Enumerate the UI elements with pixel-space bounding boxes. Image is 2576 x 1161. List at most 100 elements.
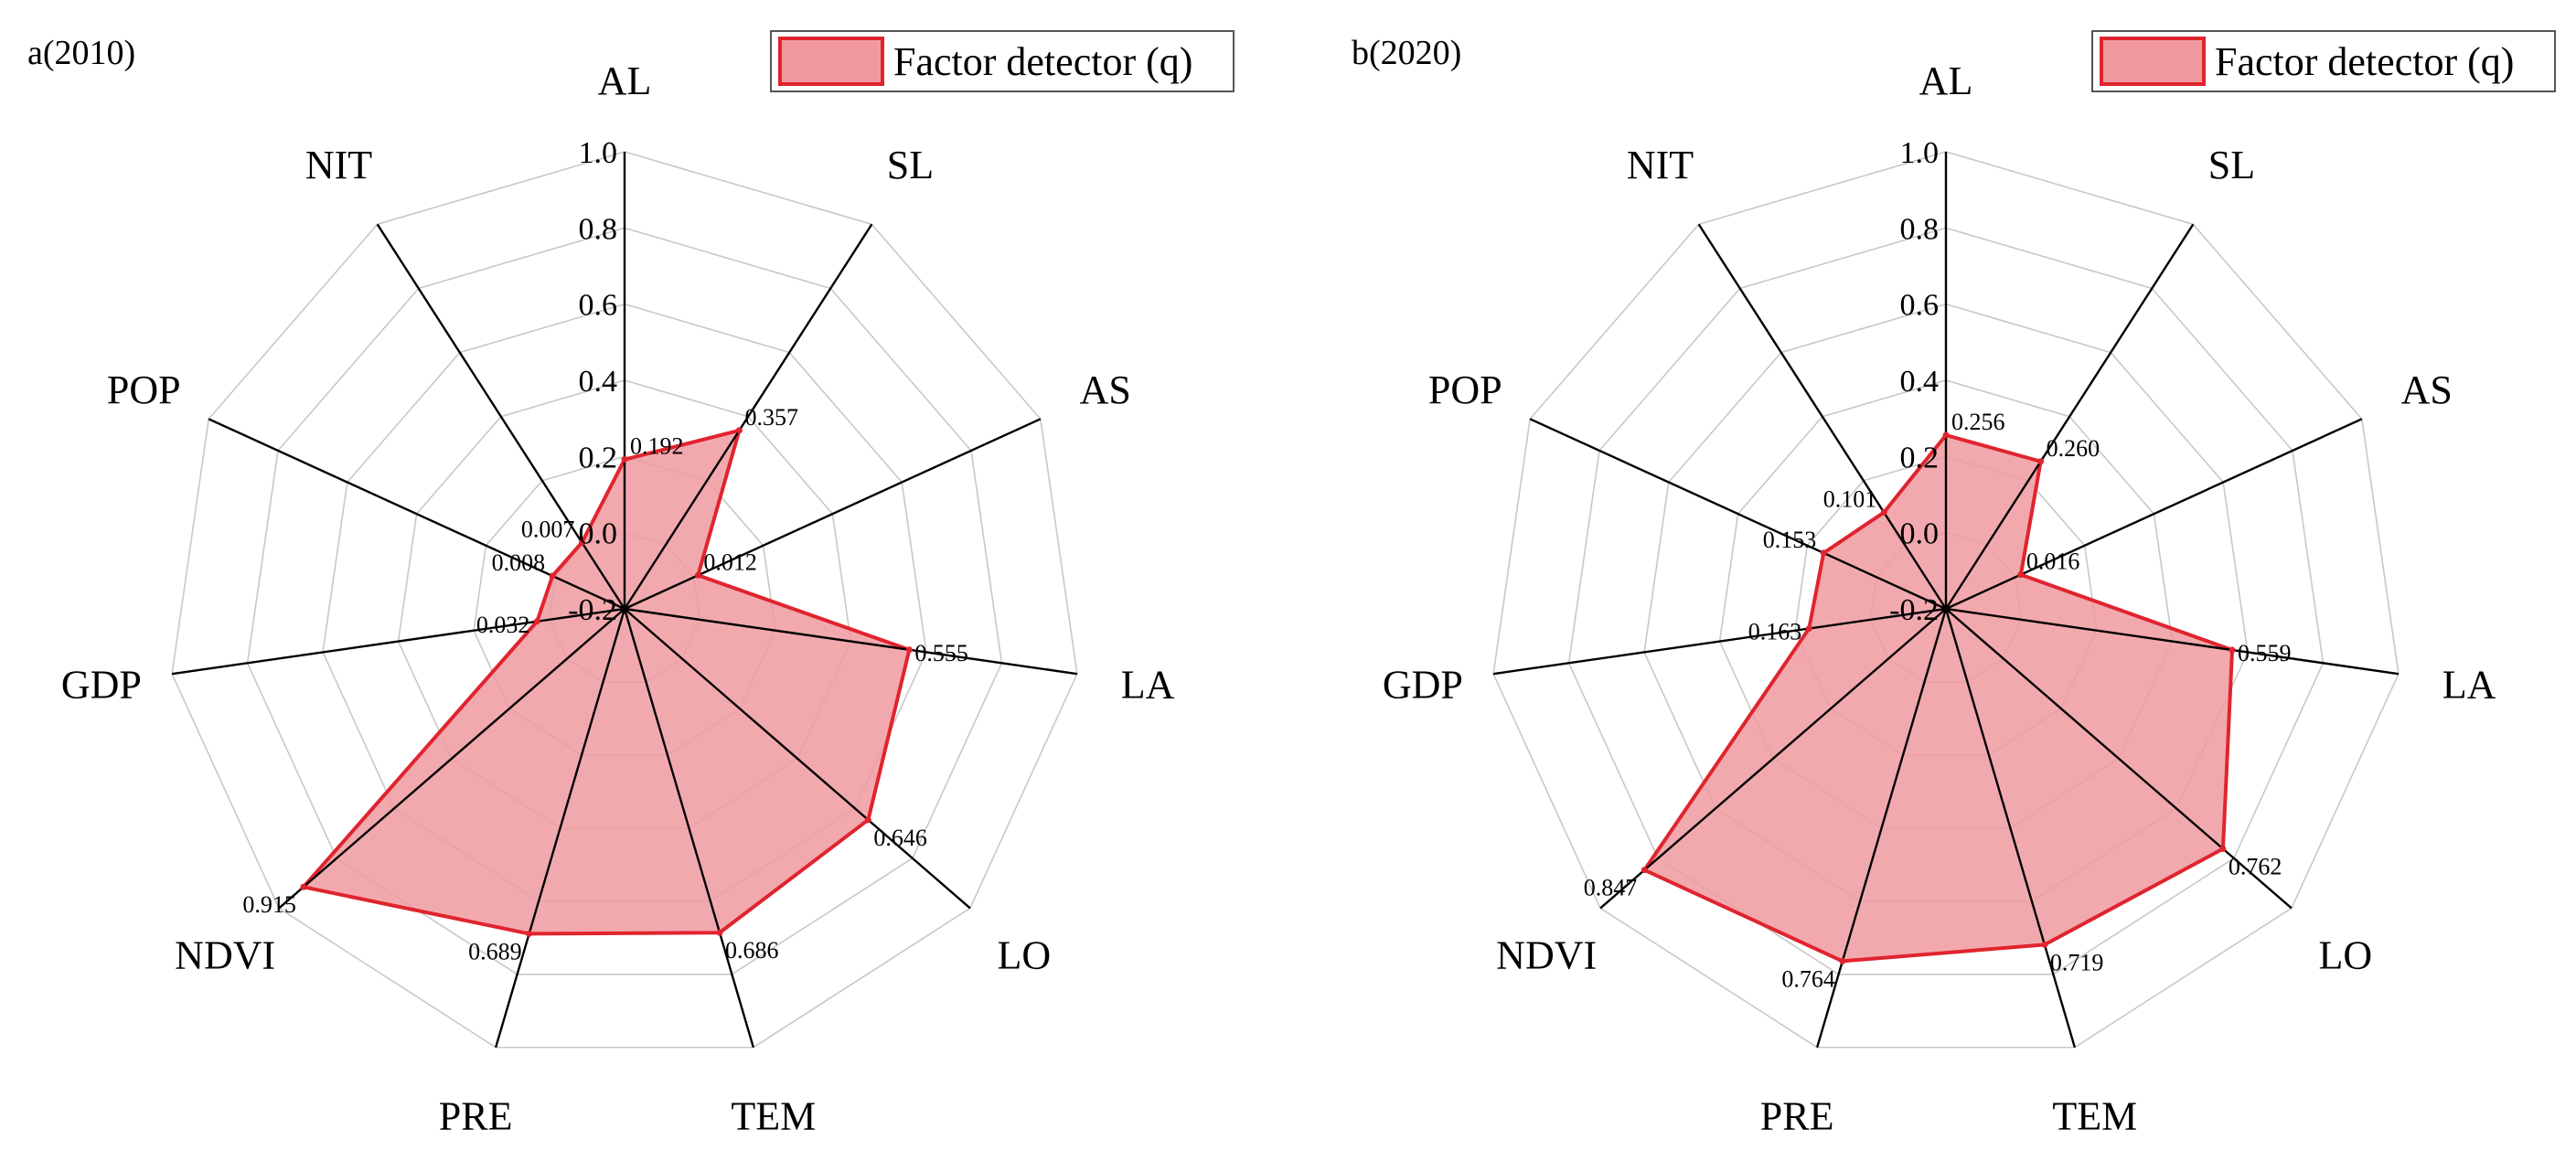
axis-spoke-as — [1945, 418, 2363, 611]
axis-spoke-la — [624, 607, 1078, 676]
axis-label-as: AS — [1080, 367, 1131, 412]
legend: Factor detector (q) — [770, 30, 1235, 92]
axis-spoke-la — [1945, 607, 2400, 676]
data-point-la — [905, 646, 913, 654]
axis-spokes — [1492, 152, 2400, 1049]
tick-label: 0.4 — [1900, 365, 1940, 399]
grid-ring — [1567, 227, 2325, 975]
axis-spoke-sl — [1944, 223, 2195, 610]
axis-spoke-pop — [1529, 418, 1947, 611]
data-point-pre — [1839, 957, 1846, 964]
series-area — [301, 428, 912, 936]
axis-spoke-pre — [494, 608, 626, 1049]
data-point-gdp — [533, 618, 540, 625]
axis-label-al: AL — [1919, 59, 1973, 103]
data-label-pop: 0.153 — [1763, 527, 1817, 553]
data-label-gdp: 0.032 — [476, 612, 530, 638]
data-label-pop: 0.008 — [492, 549, 546, 576]
axis-spoke-ndvi — [278, 608, 625, 910]
data-label-tem: 0.719 — [2050, 949, 2104, 975]
data-label-la: 0.555 — [914, 640, 968, 666]
axis-label-pre: PRE — [1760, 1094, 1834, 1139]
legend-label: Factor detector (q) — [893, 39, 1192, 84]
data-label-as: 0.016 — [2026, 549, 2080, 575]
tick-label: 1.0 — [579, 136, 618, 170]
tick-label: 0.4 — [579, 365, 618, 399]
axis-spoke-tem — [623, 608, 755, 1049]
axis-label-la: LA — [2442, 662, 2496, 707]
data-point-lo — [2219, 845, 2227, 852]
data-point-la — [2229, 646, 2236, 654]
series-area — [1642, 433, 2235, 964]
axis-label-pre: PRE — [439, 1094, 513, 1139]
data-label-gdp: 0.163 — [1748, 619, 1802, 645]
axis-spokes — [171, 152, 1078, 1049]
tick-label: 1.0 — [1900, 136, 1940, 170]
axis-spoke-lo — [1945, 608, 2293, 910]
axis-spoke-pre — [1815, 608, 1948, 1049]
axis-label-pop: POP — [1428, 367, 1502, 412]
data-label-sl: 0.357 — [744, 404, 798, 431]
panel-title: b(2020) — [1352, 34, 1461, 72]
data-point-nit — [578, 538, 585, 546]
data-point-lo — [864, 816, 871, 824]
data-label-as: 0.012 — [703, 549, 757, 575]
axis-label-lo: LO — [997, 933, 1051, 978]
legend: Factor detector (q) — [2091, 30, 2556, 92]
legend-label: Factor detector (q) — [2215, 39, 2514, 84]
axis-spoke-ndvi — [1599, 608, 1947, 910]
tick-label: 0.2 — [579, 441, 618, 474]
axis-label-pop: POP — [107, 367, 181, 412]
data-label-ndvi: 0.915 — [242, 891, 296, 918]
data-label-pre: 0.764 — [1781, 965, 1835, 992]
panel-title: a(2010) — [27, 34, 135, 72]
data-point-nit — [1880, 508, 1887, 516]
data-point-sl — [2037, 458, 2045, 465]
data-label-nit: 0.007 — [521, 516, 575, 542]
axis-label-nit: NIT — [305, 143, 372, 187]
axis-label-as: AS — [2401, 367, 2453, 412]
tick-label: 0.2 — [1900, 441, 1940, 474]
data-point-pre — [526, 930, 533, 937]
axis-spoke-gdp — [1492, 607, 1947, 676]
axis-label-al: AL — [598, 59, 652, 103]
axis-spoke-nit — [1697, 223, 1948, 610]
data-label-lo: 0.646 — [873, 825, 927, 851]
data-label-ndvi: 0.847 — [1584, 875, 1638, 901]
data-label-sl: 0.260 — [2047, 435, 2100, 462]
data-label-la: 0.559 — [2238, 640, 2292, 666]
data-point-gdp — [1805, 625, 1812, 633]
tick-label: -0.2 — [568, 593, 617, 627]
data-label-lo: 0.762 — [2229, 853, 2282, 879]
tick-label: -0.2 — [1889, 593, 1939, 627]
data-point-ndvi — [300, 883, 307, 890]
data-label-nit: 0.101 — [1823, 485, 1877, 512]
axis-label-ndvi: NDVI — [175, 933, 275, 978]
axis-label-la: LA — [1121, 662, 1175, 707]
grid-ring — [171, 151, 1078, 1049]
data-point-ndvi — [1641, 867, 1648, 874]
axis-label-gdp: GDP — [1383, 662, 1463, 707]
tick-label: 0.6 — [1900, 289, 1940, 323]
axis-label-gdp: GDP — [61, 662, 142, 707]
legend-swatch — [778, 37, 884, 86]
grid-ring — [1492, 151, 2400, 1049]
data-point-pop — [549, 572, 556, 580]
data-point-al — [621, 456, 628, 463]
data-point-tem — [2041, 941, 2048, 948]
tick-label: 0.8 — [1900, 212, 1940, 246]
axis-label-tem: TEM — [731, 1094, 816, 1139]
tick-label: 0.0 — [579, 517, 618, 551]
data-point-sl — [735, 427, 743, 434]
radar-panel-2020: -0.2 0.0 0.2 0.4 0.6 0.8 1.0 0.256 0.260 0.016 0.5… — [1352, 30, 2556, 1139]
data-label-tem: 0.686 — [725, 937, 779, 964]
axis-label-nit: NIT — [1627, 143, 1694, 187]
data-label-al: 0.256 — [1951, 409, 2005, 435]
axis-label-sl: SL — [2208, 143, 2255, 187]
axis-label-tem: TEM — [2052, 1094, 2137, 1139]
axis-spoke-lo — [624, 608, 971, 910]
data-point-al — [1942, 431, 1950, 439]
tick-label: 0.0 — [1900, 517, 1940, 551]
data-point-tem — [716, 929, 723, 936]
